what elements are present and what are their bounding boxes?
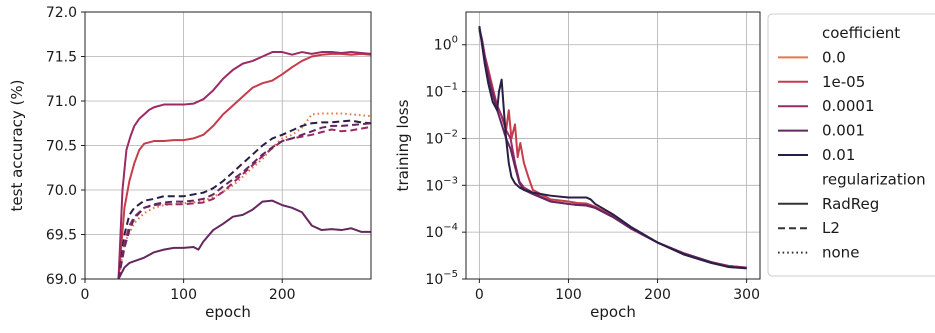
left-series-3 [117, 199, 371, 279]
right-xtick-label-1: 100 [555, 287, 582, 303]
right-xlabel: epoch [590, 303, 636, 321]
left-ytick-label-2: 70.0 [46, 183, 77, 199]
right-xtick-label-3: 300 [733, 287, 760, 303]
left-ytick-label-0: 69.0 [46, 272, 77, 288]
right-ytick-label-2: 10−3 [425, 175, 458, 194]
test-accuracy-chart: 0 100 200 69.0 69.5 70.0 70.5 71.0 71.5 72.0 epoch… [8, 5, 372, 321]
legend: coefficient 0.0 1e-05 0.0001 0.001 0.01 regula… [767, 13, 935, 277]
right-ytick-label-4: 10−1 [425, 82, 458, 101]
left-ytick-label-1: 69.5 [46, 228, 77, 244]
left-series-4 [117, 119, 371, 279]
training-loss-chart: 0 100 200 300 10−5 10−4 10−3 10−2 10−1 100 epoch tr… [394, 11, 761, 321]
right-ylabel: training loss [394, 99, 412, 191]
right-axes-frame [465, 11, 761, 280]
left-ytick-label-5: 71.5 [46, 50, 77, 66]
right-ytick-label-3: 10−2 [425, 128, 458, 147]
right-series-3 [478, 25, 747, 270]
right-xtick-label-2: 200 [644, 287, 671, 303]
left-series-1 [117, 52, 371, 279]
legend-label-reg-1: L2 [822, 219, 840, 237]
right-ytick-label-5: 100 [434, 35, 458, 54]
left-xtick-label-0: 0 [81, 287, 90, 303]
left-ytick-label-6: 72.0 [46, 5, 77, 21]
right-series-group [478, 25, 747, 270]
right-xtick-label-0: 0 [475, 287, 484, 303]
legend-label-coef-1: 1e-05 [822, 73, 865, 91]
legend-label-reg-0: RadReg [822, 195, 879, 213]
right-ytick-label-0: 10−5 [425, 269, 458, 288]
left-series-0 [117, 112, 371, 279]
legend-label-coef-0: 0.0 [822, 48, 846, 66]
legend-label-coef-4: 0.01 [822, 146, 855, 164]
left-series-2 [117, 51, 371, 279]
left-series-6 [117, 122, 371, 279]
legend-label-reg-2: none [822, 244, 859, 262]
legend-label-coef-3: 0.001 [822, 122, 865, 140]
left-xtick-label-1: 100 [170, 287, 197, 303]
left-xlabel: epoch [205, 303, 251, 321]
left-ytick-label-3: 70.5 [46, 139, 77, 155]
legend-box [767, 13, 935, 277]
left-ytick-label-4: 71.0 [46, 94, 77, 110]
left-xtick-label-2: 200 [269, 287, 296, 303]
left-ylabel: test accuracy (%) [8, 80, 26, 212]
right-ytick-label-1: 10−4 [425, 222, 458, 241]
left-series-group [117, 51, 371, 279]
legend-label-coef-2: 0.0001 [822, 97, 875, 115]
legend-section-title-0: coefficient [822, 24, 900, 42]
legend-section-title-1: regularization [822, 170, 926, 188]
